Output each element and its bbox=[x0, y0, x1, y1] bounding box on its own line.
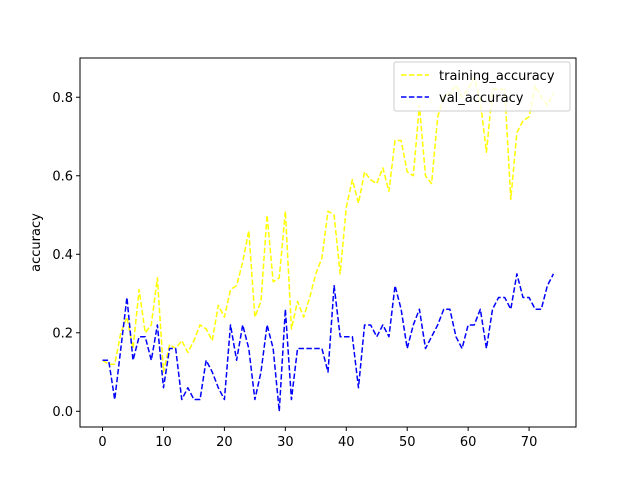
legend: training_accuracy val_accuracy bbox=[393, 61, 571, 112]
y-tick-label: 0.0 bbox=[52, 405, 73, 420]
x-tick-label: 10 bbox=[155, 435, 172, 450]
y-tick-label: 0.4 bbox=[52, 248, 73, 263]
y-tick-label: 0.8 bbox=[52, 91, 73, 106]
plot-frame bbox=[79, 57, 577, 428]
y-tick-label: 0.2 bbox=[52, 326, 73, 341]
x-tick-label: 30 bbox=[277, 435, 294, 450]
x-tick-label: 20 bbox=[216, 435, 233, 450]
x-tick-label: 60 bbox=[460, 435, 477, 450]
legend-label-training: training_accuracy bbox=[439, 69, 555, 84]
x-tick-label: 0 bbox=[98, 435, 106, 450]
series-line-val-accuracy bbox=[102, 273, 555, 413]
x-tick-label: 40 bbox=[338, 435, 355, 450]
y-axis-ticks: 0.0 0.2 0.4 0.6 0.8 bbox=[52, 91, 80, 420]
legend-label-val: val_accuracy bbox=[439, 91, 524, 106]
legend-box bbox=[393, 61, 571, 112]
x-tick-label: 50 bbox=[399, 435, 416, 450]
x-axis-ticks: 0 10 20 30 40 50 60 70 bbox=[98, 427, 537, 450]
y-tick-label: 0.6 bbox=[52, 169, 73, 184]
x-tick-label: 70 bbox=[521, 435, 538, 450]
y-axis-label: accuracy bbox=[29, 213, 44, 272]
